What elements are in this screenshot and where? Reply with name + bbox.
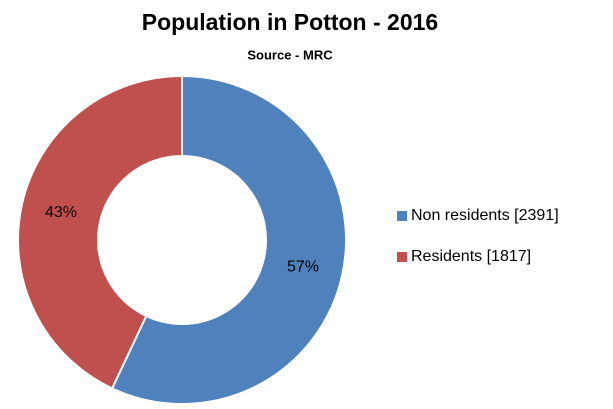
legend-swatch (397, 252, 407, 262)
legend-swatch (397, 211, 407, 221)
slice (110, 74, 347, 405)
data-label: 57% (287, 258, 319, 275)
data-label: 43% (45, 204, 77, 221)
chart-subtitle: Source - MRC (247, 47, 333, 62)
legend-label: Non residents [2391] (411, 207, 559, 224)
legend-label: Residents [1817] (411, 248, 531, 265)
slice (17, 74, 183, 390)
chart-title: Population in Potton - 2016 (142, 9, 438, 35)
